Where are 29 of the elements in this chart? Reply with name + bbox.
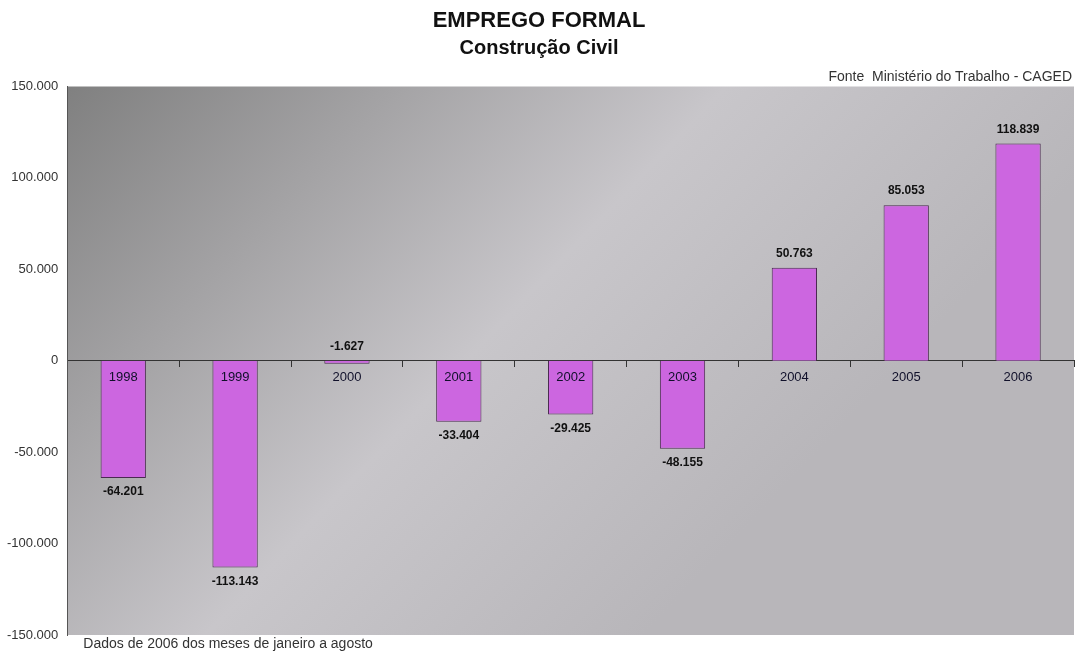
y-tick-label: 150.000 (11, 77, 59, 93)
x-tick-label: 1999 (220, 368, 250, 384)
data-label: 118.839 (996, 121, 1040, 136)
y-tick-label: 50.000 (18, 260, 59, 276)
data-label: -64.201 (102, 484, 144, 499)
x-tick-label: 2005 (891, 368, 921, 384)
data-label: -1.627 (329, 339, 365, 354)
y-tick-label: -100.000 (6, 535, 59, 551)
x-tick-label: 2001 (444, 368, 474, 384)
annotation: Dados de 2006 dos meses de janeiro a agosto (83, 634, 374, 651)
data-label: -29.425 (550, 420, 592, 435)
data-label: 85.053 (887, 183, 925, 198)
y-tick-label: -50.000 (14, 443, 59, 459)
data-label: -48.155 (662, 455, 704, 470)
y-tick-label: 0 (51, 352, 59, 368)
x-tick-label: 2006 (1003, 368, 1033, 384)
x-tick-label: 2004 (779, 368, 809, 384)
x-tick-label: 2003 (668, 368, 697, 384)
y-tick-label: -150.000 (6, 626, 59, 642)
data-label: 50.763 (776, 246, 814, 261)
x-tick-label: 2002 (556, 368, 586, 384)
data-label: -113.143 (211, 573, 259, 588)
y-tick-label: 100.000 (11, 169, 59, 185)
x-tick-label: 2000 (332, 368, 362, 384)
x-tick-label: 1998 (108, 368, 138, 384)
data-label: -33.404 (438, 428, 480, 443)
chart-title: EMPREGO FORMAL (432, 7, 646, 33)
chart-subtitle: Construção Civil (459, 35, 619, 58)
source-note: Fonte Ministério do Trabalho - CAGED (828, 68, 1072, 85)
